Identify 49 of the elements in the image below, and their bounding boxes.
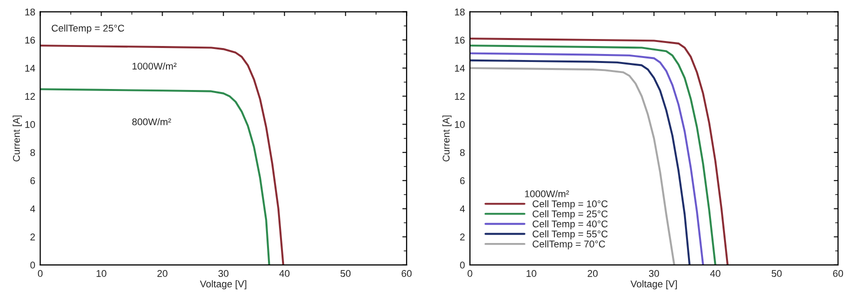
x-tick-label: 10 (526, 270, 536, 277)
x-tick-label: 60 (833, 270, 844, 277)
y-tick-label: 18 (455, 8, 465, 16)
y-tick-label: 16 (25, 36, 35, 44)
y-tick-label: 0 (30, 262, 35, 269)
x-tick-label: 30 (218, 270, 228, 277)
y-tick-label: 12 (25, 92, 35, 100)
legend-title: 1000W/m² (525, 190, 569, 198)
annotation: 1000W/m² (132, 62, 176, 70)
y-tick-label: 4 (460, 206, 465, 212)
legend-label: CellTemp = 70°C (532, 240, 606, 250)
line-series (40, 44, 284, 265)
x-tick-label: 20 (588, 270, 598, 277)
y-tick-label: 12 (455, 92, 465, 100)
y-tick-label: 10 (25, 121, 35, 128)
x-tick-label: 30 (648, 270, 660, 277)
y-axis-title: Current [A] (442, 116, 452, 162)
legend-label: Cell Temp = 40°C (532, 220, 608, 230)
y-tick-label: 2 (460, 234, 465, 240)
y-tick-label: 2 (30, 234, 35, 240)
y-tick-label: 18 (25, 8, 35, 16)
x-axis-title: Voltage [V] (630, 280, 677, 290)
y-tick-label: 8 (30, 149, 35, 156)
y-axis-title: Current [A] (12, 116, 22, 162)
x-tick-label: 20 (157, 270, 168, 277)
x-tick-label: 10 (96, 270, 106, 277)
annotation: 800W/m² (132, 118, 172, 126)
y-tick-label: 6 (30, 177, 35, 184)
y-tick-label: 14 (455, 64, 465, 72)
x-axis-title: Voltage [V] (200, 280, 246, 290)
x-tick-label: 40 (710, 270, 720, 277)
x-tick-label: 50 (340, 270, 351, 277)
y-tick-label: 4 (30, 206, 36, 212)
y-tick-label: 14 (25, 64, 36, 72)
x-tick-label: 60 (402, 270, 412, 277)
y-tick-label: 16 (455, 36, 465, 44)
x-tick-label: 40 (279, 270, 290, 277)
y-tick-label: 0 (460, 262, 465, 269)
y-tick-label: 8 (460, 149, 465, 156)
y-tick-label: 10 (455, 121, 465, 128)
legend-label: Cell Temp = 10°C (532, 200, 608, 210)
legend-label: Cell Temp = 55°C (532, 230, 608, 240)
x-tick-label: 0 (38, 270, 43, 277)
legend-label: Cell Temp = 25°C (532, 210, 608, 220)
x-tick-label: 50 (772, 270, 782, 277)
y-tick-label: 6 (460, 177, 465, 184)
line-series (40, 88, 270, 265)
x-tick-label: 0 (468, 270, 472, 277)
annotation: CellTemp = 25°C (52, 24, 124, 34)
